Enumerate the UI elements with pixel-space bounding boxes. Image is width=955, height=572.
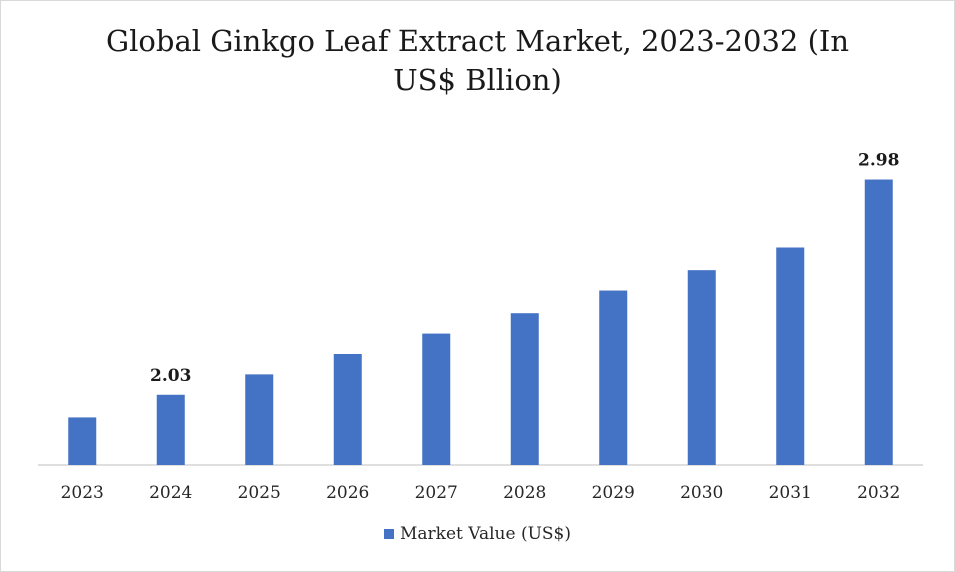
x-tick-label-2023: 2023 bbox=[61, 483, 104, 503]
chart-title: Global Ginkgo Leaf Extract Market, 2023-… bbox=[0, 22, 955, 100]
x-tick-label-2028: 2028 bbox=[503, 483, 546, 503]
data-label-2032: 2.98 bbox=[858, 151, 899, 171]
bar-2029 bbox=[599, 290, 628, 465]
legend-label: Market Value (US$) bbox=[399, 524, 572, 544]
chart-title-text: Global Ginkgo Leaf Extract Market, 2023-… bbox=[105, 24, 850, 97]
x-tick-label-2025: 2025 bbox=[238, 483, 281, 503]
x-tick-labels: 2023 2024 2025 2026 2027 2028 2029 2030 2031 2032 bbox=[61, 483, 901, 503]
bars-layer bbox=[68, 179, 893, 465]
bar-2028 bbox=[510, 313, 539, 465]
bar-2024 bbox=[156, 394, 185, 465]
bar-2026 bbox=[333, 353, 362, 465]
bar-2023 bbox=[68, 417, 97, 465]
data-labels: 2.03 2.98 bbox=[150, 151, 899, 386]
x-tick-label-2024: 2024 bbox=[149, 483, 192, 503]
legend: Market Value (US$) bbox=[0, 524, 955, 544]
bar-2032 bbox=[864, 179, 893, 465]
x-tick-label-2029: 2029 bbox=[592, 483, 635, 503]
x-tick-label-2030: 2030 bbox=[680, 483, 723, 503]
x-tick-label-2027: 2027 bbox=[415, 483, 458, 503]
bar-2025 bbox=[245, 374, 274, 465]
bar-2030 bbox=[687, 270, 716, 465]
x-tick-label-2026: 2026 bbox=[326, 483, 369, 503]
data-label-2024: 2.03 bbox=[150, 366, 191, 386]
bar-2031 bbox=[776, 247, 805, 465]
legend-swatch bbox=[383, 529, 394, 539]
bar-2027 bbox=[422, 333, 451, 465]
x-tick-label-2031: 2031 bbox=[769, 483, 812, 503]
x-tick-label-2032: 2032 bbox=[857, 483, 900, 503]
